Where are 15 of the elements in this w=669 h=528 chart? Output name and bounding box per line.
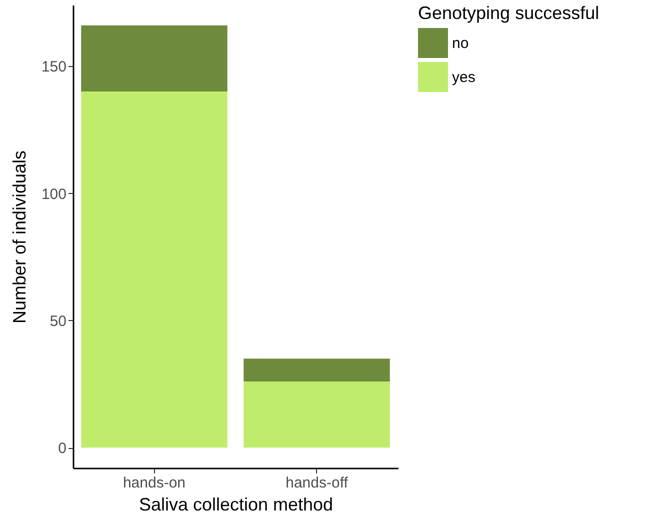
y-tick-label: 0 (58, 440, 66, 458)
bar (244, 358, 390, 382)
legend-title: Genotyping successful (418, 3, 600, 23)
x-tick-label: hands-off (286, 474, 349, 492)
y-tick-label: 100 (41, 186, 66, 203)
y-tick-label: 50 (50, 312, 66, 330)
legend-label: no (452, 35, 469, 52)
bar (81, 91, 228, 448)
x-axis-title: Saliva collection method (138, 494, 334, 514)
y-tick-label: 150 (41, 58, 66, 76)
bar (81, 25, 228, 92)
x-tick-label: hands-on (122, 474, 186, 492)
y-axis-title: Number of individuals (9, 150, 30, 324)
bar (244, 382, 390, 448)
legend-label: yes (452, 69, 476, 86)
